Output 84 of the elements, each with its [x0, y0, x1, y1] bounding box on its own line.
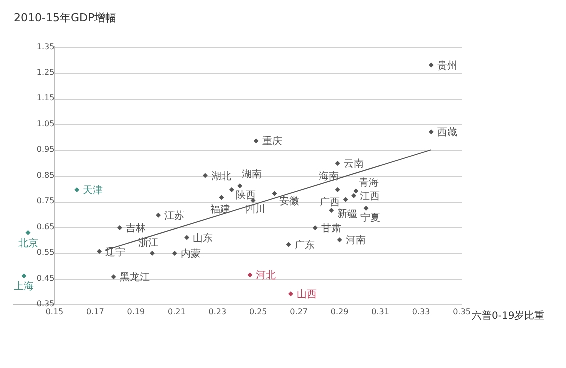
series-label: 西藏 — [437, 126, 458, 139]
y-tick-label: 0.85 — [36, 170, 55, 180]
y-tick-label: 0.95 — [36, 145, 55, 154]
point — [238, 184, 243, 189]
point — [352, 193, 357, 198]
series-label: 江苏 — [164, 210, 185, 222]
x-tick-label: 0.21 — [168, 307, 186, 316]
point — [219, 195, 224, 200]
y-tick-label: 0.35 — [36, 299, 55, 308]
point — [22, 274, 27, 279]
x-tick-label: 0.15 — [46, 307, 64, 316]
series-label: 新疆 — [338, 208, 358, 220]
point — [329, 208, 334, 214]
series-label: 山东 — [193, 232, 214, 244]
series-label: 浙江 — [138, 237, 158, 250]
series-label: 内蒙 — [180, 248, 201, 260]
x-tick-label: 0.19 — [127, 307, 146, 316]
point — [335, 187, 340, 192]
series-label: 湖南 — [242, 168, 262, 181]
point — [428, 62, 434, 68]
y-tick-label: 0.75 — [36, 196, 55, 206]
y-tick-label: 1.05 — [36, 119, 55, 128]
point — [248, 272, 253, 278]
series-label: 河北 — [256, 270, 276, 282]
y-tick-label: 0.55 — [36, 248, 55, 258]
point — [364, 206, 369, 211]
point — [172, 250, 178, 256]
series-label: 云南 — [344, 158, 364, 170]
chart-title: 2010-15年GDP增幅 — [14, 11, 117, 24]
series-label: 北京 — [18, 237, 38, 250]
x-axis-title: 六普0-19岁比重 — [472, 310, 545, 322]
point — [312, 226, 318, 231]
series-label: 山西 — [296, 288, 317, 301]
y-tick-label: 1.25 — [36, 68, 55, 77]
y-tick-label: 1.15 — [36, 94, 55, 103]
series-label: 福建 — [210, 203, 231, 216]
series-label: 海南 — [318, 170, 339, 183]
series-label: 广东 — [294, 239, 315, 252]
series-label: 辽宁 — [106, 246, 126, 258]
point — [150, 250, 155, 256]
point — [184, 235, 190, 240]
x-tick-label: 0.17 — [86, 307, 104, 316]
x-tick-label: 0.23 — [208, 307, 227, 316]
series-label: 湖北 — [211, 170, 232, 182]
series-label: 贵州 — [437, 60, 458, 72]
x-tick-label: 0.25 — [249, 307, 268, 316]
series-label: 陕西 — [236, 190, 256, 202]
point — [343, 197, 348, 202]
point — [117, 226, 122, 231]
point — [288, 292, 294, 297]
point — [428, 130, 434, 135]
point — [354, 188, 359, 194]
point — [337, 238, 342, 243]
series-label: 广西 — [320, 196, 340, 208]
series-label: 青海 — [359, 176, 380, 189]
series-label: 上海 — [14, 280, 34, 293]
point — [74, 187, 80, 192]
y-tick-label: 0.65 — [36, 222, 55, 232]
point — [254, 138, 259, 144]
point — [156, 212, 162, 218]
y-tick-label: 0.45 — [36, 274, 55, 283]
point — [202, 173, 208, 178]
x-tick-label: 0.31 — [372, 307, 390, 316]
point — [272, 191, 278, 196]
series-label: 河南 — [346, 234, 366, 247]
series-label: 重庆 — [262, 136, 282, 148]
series-label: 吉林 — [126, 222, 146, 235]
series-label: 安徽 — [280, 195, 300, 208]
point — [26, 230, 31, 236]
x-tick-label: 0.35 — [453, 307, 471, 316]
x-tick-label: 0.33 — [412, 307, 430, 316]
series-label: 黑龙江 — [120, 272, 150, 284]
series-label: 江西 — [360, 190, 380, 202]
point — [286, 242, 292, 248]
point — [335, 160, 340, 166]
series-label: 宁夏 — [360, 212, 380, 224]
series-label: 甘肃 — [321, 222, 342, 235]
y-tick-label: 1.35 — [36, 42, 55, 52]
point — [111, 274, 116, 280]
point — [97, 249, 102, 254]
x-tick-label: 0.29 — [330, 307, 349, 316]
x-tick-label: 0.27 — [290, 307, 308, 316]
point — [229, 187, 234, 192]
series-label: 天津 — [83, 184, 104, 197]
